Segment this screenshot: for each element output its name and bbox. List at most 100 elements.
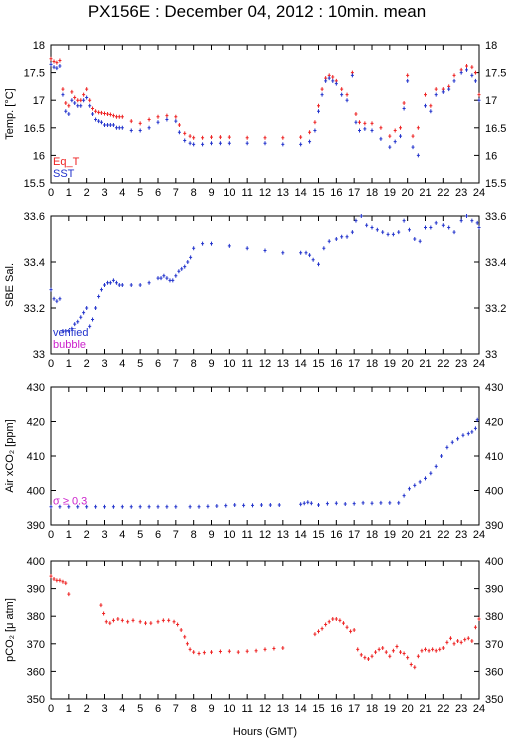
data-point <box>218 141 222 146</box>
data-point <box>188 504 192 509</box>
data-point <box>306 500 310 505</box>
data-point <box>147 125 151 130</box>
chart-panel-3: 0 1 2 3 4 5 6 7 8 9 10 11 12 13 14 15 16 17 18 19 20 21 22 23 24… <box>4 382 503 541</box>
data-point <box>427 648 431 653</box>
data-point <box>402 100 406 105</box>
y-axis-label: Temp. [°C] <box>4 88 16 139</box>
data-point <box>61 329 65 333</box>
data-point <box>99 287 103 292</box>
x-tick-label: 3 <box>101 703 107 715</box>
data-point <box>397 230 401 235</box>
data-point <box>456 436 460 441</box>
x-tick-label: 16 <box>330 358 342 370</box>
data-point <box>475 417 479 422</box>
data-point <box>70 89 74 94</box>
y-axis-label: Air xCO₂ [ppm] <box>4 419 16 492</box>
x-tick-label: 19 <box>384 703 396 715</box>
data-point <box>99 603 103 608</box>
data-point <box>340 87 344 92</box>
data-point <box>388 654 392 659</box>
data-point <box>416 153 420 158</box>
data-point <box>172 619 176 624</box>
data-point <box>82 310 86 315</box>
data-point <box>165 276 169 281</box>
x-tick-label: 1 <box>66 703 72 715</box>
data-point <box>327 76 331 81</box>
data-point <box>49 574 53 579</box>
data-point <box>176 622 180 627</box>
data-point <box>94 109 98 114</box>
data-point <box>88 324 92 329</box>
data-point <box>73 95 77 100</box>
x-tick-label: 0 <box>48 187 54 199</box>
x-tick-label: 9 <box>208 529 214 541</box>
data-point <box>103 111 106 116</box>
data-point <box>299 142 303 147</box>
data-point <box>411 134 415 139</box>
y-tick-label-right: 17.5 <box>485 68 506 80</box>
x-tick-label: 14 <box>295 529 307 541</box>
data-point <box>434 87 438 92</box>
data-point <box>477 92 481 97</box>
data-point <box>345 625 349 630</box>
data-point <box>370 225 374 230</box>
data-point <box>58 63 62 68</box>
data-point <box>268 502 272 507</box>
y-tick-label-right: 390 <box>485 584 503 596</box>
data-point <box>413 665 417 670</box>
y-tick-label-right: 350 <box>485 694 503 706</box>
data-point <box>188 134 192 139</box>
x-tick-label: 22 <box>437 187 449 199</box>
data-point <box>197 651 201 656</box>
data-point <box>429 471 433 476</box>
data-point <box>465 67 469 72</box>
data-point <box>402 493 406 498</box>
x-tick-label: 17 <box>348 529 360 541</box>
x-tick-label: 16 <box>330 187 342 199</box>
x-tick-label: 15 <box>312 529 324 541</box>
x-tick-label: 14 <box>295 358 307 370</box>
data-point <box>156 120 160 125</box>
y-tick-label-right: 380 <box>485 611 503 623</box>
data-point <box>341 621 345 626</box>
data-point <box>386 232 390 237</box>
data-point <box>473 426 477 431</box>
data-point <box>103 504 106 509</box>
data-point <box>434 220 438 225</box>
data-point <box>58 58 62 63</box>
data-point <box>365 223 369 228</box>
data-point <box>76 319 80 324</box>
y-tick-label-left: 390 <box>27 584 45 596</box>
data-point <box>308 139 312 144</box>
data-point <box>281 645 285 650</box>
x-tick-label: 10 <box>223 529 235 541</box>
data-point <box>366 656 370 661</box>
data-point <box>263 647 267 652</box>
data-point <box>388 134 392 139</box>
x-tick-label: 21 <box>419 358 431 370</box>
data-point <box>103 123 106 128</box>
series-xco2 <box>49 417 479 509</box>
data-point <box>99 110 103 115</box>
data-point <box>477 225 481 230</box>
data-point <box>420 648 424 653</box>
data-point <box>409 662 413 667</box>
data-point <box>375 227 379 232</box>
data-point <box>429 225 433 230</box>
data-point <box>165 113 169 118</box>
data-point <box>459 70 463 75</box>
data-point <box>320 92 324 97</box>
x-tick-label: 2 <box>84 187 90 199</box>
data-point <box>64 109 68 114</box>
data-point <box>67 592 71 597</box>
data-point <box>384 650 388 655</box>
data-point <box>370 128 374 133</box>
data-point <box>197 504 201 509</box>
data-point <box>70 326 74 331</box>
data-point <box>52 65 56 70</box>
x-tick-label: 3 <box>101 187 107 199</box>
data-point <box>431 647 435 652</box>
data-point <box>67 329 71 333</box>
x-tick-label: 23 <box>455 358 467 370</box>
data-point <box>407 227 411 232</box>
